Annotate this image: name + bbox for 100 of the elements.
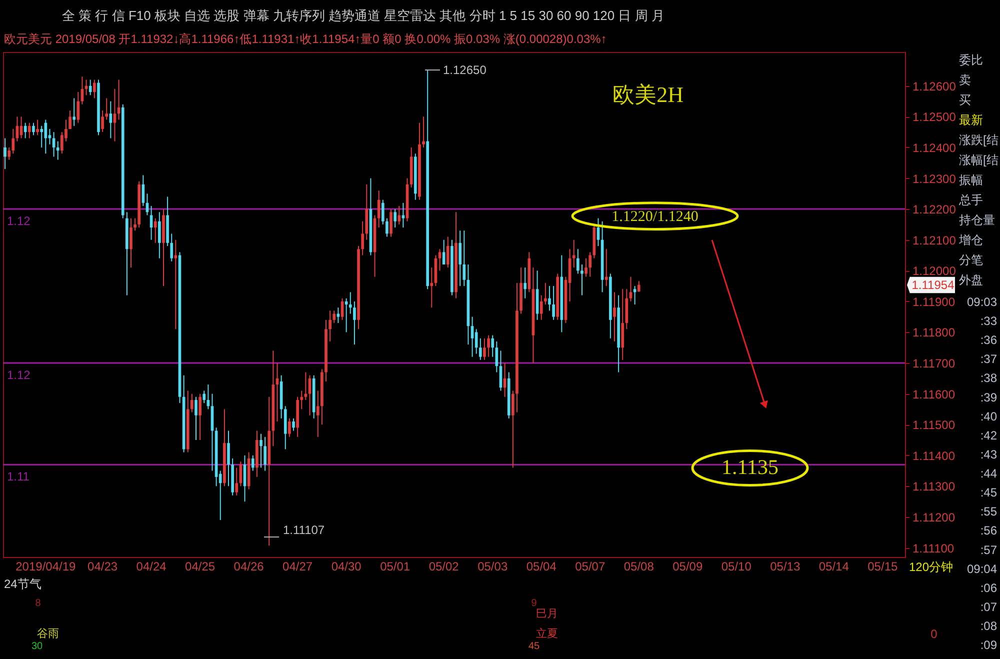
text: :55 [980,504,998,519]
x-tick-label: 05/08 [624,560,654,574]
text: :56 [980,524,998,538]
candlestick [105,98,108,120]
y-tick-label: 1.12000 [912,264,956,278]
candlestick [572,239,576,268]
candlestick [134,218,136,232]
text: 立夏 [536,627,558,640]
candlestick [381,199,384,225]
text: 9 [531,598,538,609]
y-tick-label: 1.11400 [912,448,956,463]
candlestick [154,218,157,244]
text: 涨跌[结 [959,133,998,147]
candlestick [158,212,161,259]
candlestick [235,467,238,496]
text: :08 [980,619,998,634]
text: :38 [980,371,998,386]
chart-subtitle: 欧元美元 2019/05/08 开1.11932↓高1.11966↑低1.11931↑收1.11954↑量0 额0 换0.00% 振0.03% 涨(0.00028)0.03%↑ [4,32,607,46]
candlestick [462,230,466,287]
candlestick [422,116,425,148]
text: 增仓 [958,233,983,247]
candlestick [386,218,388,238]
candlestick [487,334,490,358]
text: 委比 [959,53,983,67]
candlestick [56,140,60,160]
candlestick [458,230,462,287]
text: 0 [930,627,938,641]
candlestick [438,248,442,272]
candlestick [390,208,392,238]
x-tick-label: 2019/04/19 [16,560,76,574]
candlestick [580,264,584,296]
candlestick [552,286,555,320]
candlestick [60,132,64,154]
candlestick [300,390,304,410]
candlestick [442,239,446,265]
text: :06 [980,580,998,595]
candlestick [170,233,174,262]
text: 卖 [959,73,971,87]
y-tick-label: 1.12100 [912,233,956,248]
y-tick-label: 1.11200 [912,510,956,524]
x-tick-label: 05/13 [770,560,800,574]
text: 8 [35,598,42,609]
candlestick [540,294,543,320]
x-tick-label: 04/25 [185,560,216,574]
text: 30 [31,641,43,652]
x-tick-label: 05/10 [721,560,752,574]
x-tick-label: 05/02 [428,560,460,574]
candlestick [292,418,295,432]
text: :45 [980,486,998,500]
candlestick [328,310,332,342]
text: 120分钟 [908,560,954,574]
candlestick [88,79,92,96]
candlestick [524,267,527,299]
candlestick [113,88,116,142]
x-tick-label: 04/27 [282,560,313,574]
text: 谷雨 [37,628,59,640]
candlestick [361,220,364,256]
text: 分笔 [959,253,983,267]
text: :39 [980,390,998,404]
y-tick-label: 1.12300 [912,172,956,186]
candlestick [32,122,35,136]
candlestick [12,128,15,154]
x-tick-label: 04/26 [234,560,264,574]
candlestick [76,92,80,124]
ref-line-label: 1.12 [7,214,31,228]
candlestick [24,122,27,139]
candlestick [495,340,498,373]
y-tick-label: 1.12200 [912,202,956,217]
y-tick-label: 1.12500 [912,110,956,124]
y-tick-label: 1.11600 [912,387,956,402]
x-tick-label: 04/30 [331,560,362,574]
candlestick [202,390,206,404]
text: 涨幅[结 [959,153,998,167]
text: :09 [980,638,998,652]
text: 外盘 [959,273,983,287]
candlestick [474,328,478,354]
candlestick [613,292,616,342]
candlestick [264,436,266,472]
y-tick-label: 1.11100 [912,541,954,556]
text: 振幅 [959,173,983,187]
candlestick [604,248,608,287]
candlestick [398,205,401,225]
candlestick [190,393,194,413]
candlestick [28,122,31,139]
candlestick [377,190,380,228]
x-tick-label: 05/15 [868,560,898,574]
text: :07 [980,600,998,614]
text: 巳月 [536,608,558,620]
text: 持仓量 [959,213,995,227]
text: 09:03 [966,295,998,309]
candlestick [332,310,336,324]
text: :40 [980,409,998,424]
candlestick [394,208,397,228]
x-tick-label: 05/14 [818,560,850,574]
y-tick-label: 1.11800 [912,326,956,340]
candlestick [52,132,56,158]
candlestick [446,236,450,268]
candlestick [544,282,547,305]
candlestick [194,396,198,440]
y-tick-label: 1.11900 [912,294,956,309]
